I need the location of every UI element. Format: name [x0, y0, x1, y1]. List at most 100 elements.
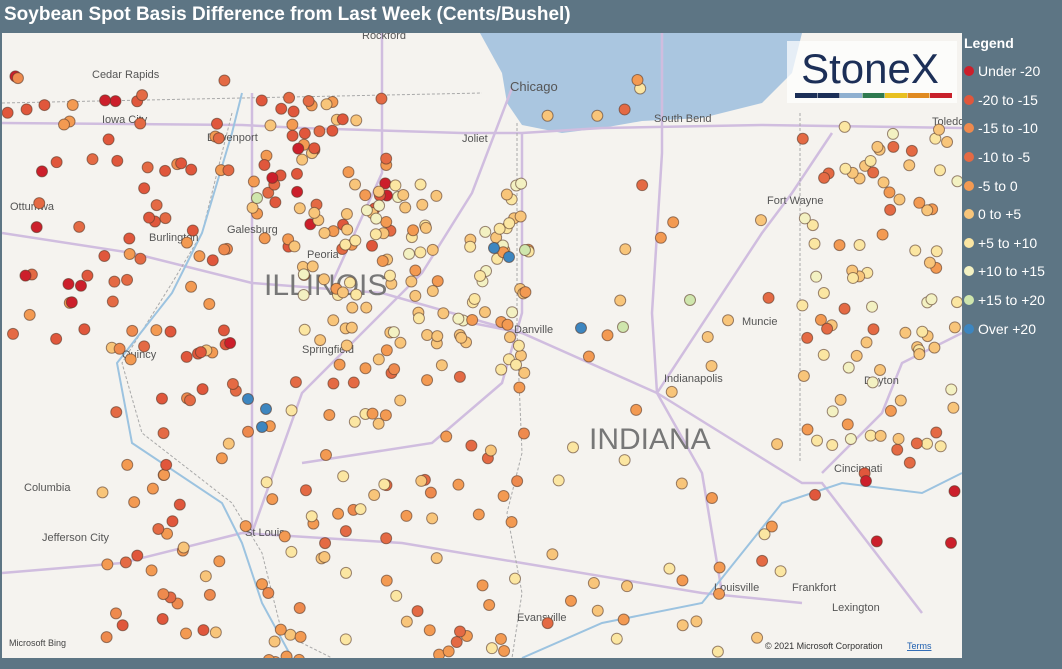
map-dot [466, 313, 479, 326]
logo-bar [862, 93, 885, 98]
map-dot [124, 353, 137, 366]
map-dot [796, 132, 809, 145]
map-dot [619, 243, 632, 256]
map-dot [293, 202, 306, 215]
map-dot [180, 350, 193, 363]
map-dot [876, 228, 889, 241]
map-dot [373, 199, 386, 212]
map-dot [19, 269, 32, 282]
map-dot [20, 103, 33, 116]
map-dot [372, 353, 385, 366]
map-dot [119, 556, 132, 569]
map-dot [296, 153, 309, 166]
map-dot [452, 478, 465, 491]
map-dot [493, 222, 506, 235]
map-dot [145, 564, 158, 577]
legend-label: +15 to +20 [978, 292, 1045, 309]
map-dot [610, 632, 623, 645]
map-dot [450, 636, 463, 649]
map-dot [111, 154, 124, 167]
map-dot [106, 295, 119, 308]
map-dot [239, 520, 252, 533]
map-dot [409, 289, 422, 302]
map-dot [293, 653, 305, 658]
map-dot [941, 136, 954, 149]
map-dot [150, 324, 163, 337]
map-dot [407, 224, 420, 237]
terms[interactable]: Terms [907, 641, 932, 651]
map-dot [891, 443, 904, 456]
legend-item: -5 to 0 [964, 171, 1045, 200]
legend-item: +10 to +15 [964, 257, 1045, 286]
map-dot [184, 394, 197, 407]
map-dot [762, 291, 775, 304]
map-dot [156, 612, 169, 625]
map-dot [180, 236, 193, 249]
map-dot [109, 95, 122, 108]
city-label: Cincinnati [834, 463, 882, 475]
map-dot [430, 189, 443, 202]
map-dot [372, 417, 385, 430]
map-dot [378, 478, 391, 491]
map-dot [285, 404, 298, 417]
city-label: Cedar Rapids [92, 69, 160, 81]
map-dot [159, 164, 172, 177]
map-dot [360, 204, 373, 217]
map-dot [892, 432, 905, 445]
map-dot [380, 344, 393, 357]
legend-title: Legend [964, 35, 1014, 51]
map-dot [431, 330, 444, 343]
city-label: Indianapolis [664, 373, 723, 385]
map-dot [375, 92, 388, 105]
map-dot [519, 244, 531, 256]
map-dot [423, 624, 436, 637]
map-dot [505, 516, 518, 529]
map-dot [256, 578, 269, 591]
map-dot [215, 452, 228, 465]
map-dot [297, 268, 310, 281]
map-dot [291, 185, 304, 198]
map-dot [359, 362, 372, 375]
legend-label: 0 to +5 [978, 206, 1022, 223]
city-label: Ottumwa [10, 201, 55, 213]
map-dot [546, 548, 559, 561]
map-dot [833, 239, 846, 252]
map-dot [883, 186, 896, 199]
map-dot [260, 403, 272, 415]
legend-item: -10 to -5 [964, 143, 1045, 172]
logo-bar [885, 93, 907, 98]
map-dot [916, 325, 929, 338]
map-dot [222, 437, 235, 450]
map-dot [33, 197, 46, 210]
map-dot [258, 159, 271, 172]
map-dot [266, 171, 279, 184]
map-dot [317, 273, 330, 286]
map-dot [164, 325, 177, 338]
map-dot [110, 406, 123, 419]
map-dot [934, 440, 947, 453]
map-dot [369, 228, 382, 241]
legend: Legend Under -20 -20 to -15 -15 to -10 -10 … [964, 35, 1045, 343]
map-dot [337, 470, 350, 483]
map-dot [518, 366, 531, 379]
map-dot [867, 323, 880, 336]
legend-label: -10 to -5 [978, 149, 1031, 166]
legend-swatch [964, 66, 974, 77]
map-dot [123, 232, 136, 245]
map-dot [403, 247, 416, 260]
map-dot [567, 441, 580, 454]
map-dot [62, 277, 75, 290]
map-dot [925, 293, 938, 306]
map-dot [933, 164, 946, 177]
map-dot [217, 324, 230, 337]
legend-item: +5 to +10 [964, 229, 1045, 258]
map-dot [336, 113, 349, 126]
map-dot [923, 256, 936, 269]
map-dot [796, 299, 809, 312]
map-dot [314, 334, 327, 347]
map-dot [177, 541, 190, 554]
map-dot [368, 489, 381, 502]
map-dot [288, 240, 301, 253]
map-dot [913, 196, 926, 209]
map-dot [774, 565, 787, 578]
